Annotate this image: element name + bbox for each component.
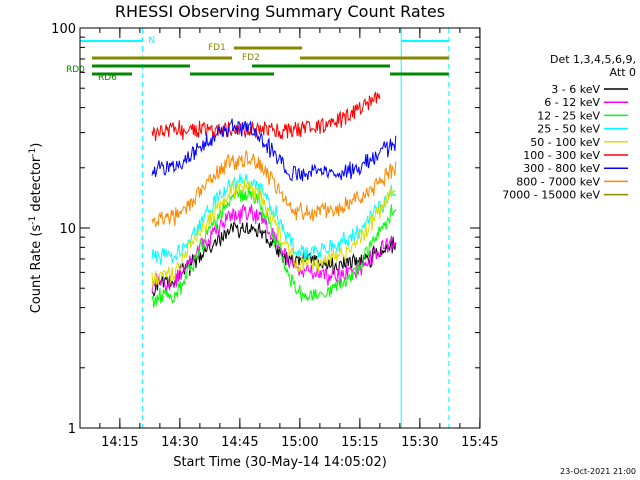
flag-label-fd1: FD1 [208, 43, 226, 53]
legend-label-50-100-kev: 50 - 100 keV [530, 136, 600, 149]
footer-timestamp: 23-Oct-2021 21:00 [560, 467, 636, 476]
legend-label-300-800-kev: 300 - 800 keV [523, 162, 600, 175]
series-line-50-100-kev [151, 179, 397, 289]
series-line-12-25-kev [151, 187, 397, 308]
flag-bars: N FD1 FD2 RD0 RD6 [66, 36, 449, 83]
flag-label-rd6: RD6 [98, 73, 117, 83]
legend-label-100-300-kev: 100 - 300 keV [523, 149, 600, 162]
legend-label-6-12-kev: 6 - 12 keV [544, 96, 600, 109]
legend-label-12-25-kev: 12 - 25 keV [537, 109, 600, 122]
x-tick-label: 14:30 [161, 435, 198, 450]
plot-content [79, 28, 450, 428]
x-tick-label: 14:45 [221, 435, 258, 450]
legend-label-800-7000-kev: 800 - 7000 keV [516, 175, 600, 188]
y-axis-label-main: Count Rate (s [29, 225, 44, 314]
x-axis-label: Start Time (30-May-14 14:05:02) [173, 455, 387, 470]
x-tick-label: 15:15 [341, 435, 378, 450]
flag-label-n: N [148, 36, 155, 46]
y-axis-label-sup-2: -1 [28, 148, 38, 157]
x-tick-label: 15:00 [281, 435, 318, 450]
x-tick-label: 14:15 [101, 435, 138, 450]
chart-title: RHESSI Observing Summary Count Rates [115, 2, 445, 21]
y-tick-label: 100 [51, 22, 76, 37]
flag-label-rd0: RD0 [66, 65, 85, 75]
x-tick-label: 15:30 [401, 435, 438, 450]
legend-header-line: Att 0 [610, 66, 636, 79]
series-line-800-7000-kev [151, 150, 397, 227]
series-line-100-300-kev [151, 91, 381, 141]
y-axis-label-sup: -1 [28, 216, 38, 225]
y-tick-label: 10 [59, 222, 76, 237]
y-axis-label-tail: detector [29, 156, 44, 216]
legend-label-25-50-kev: 25 - 50 keV [537, 123, 600, 136]
y-axis-label: Count Rate (s-1 detector-1) [28, 143, 44, 314]
legend-label-7000-15000-kev: 7000 - 15000 keV [502, 189, 600, 202]
x-tick-label: 15:45 [461, 435, 498, 450]
flag-label-fd2: FD2 [242, 53, 260, 63]
axes: 1 10 100 14:15 14:30 14:45 15:00 15:15 15:30 15:4… [51, 22, 498, 450]
legend-header-line: Det 1,3,4,5,6,9, [550, 53, 636, 66]
y-axis-label-end: ) [29, 143, 44, 148]
y-tick-label: 1 [68, 422, 76, 437]
legend-label-3-6-kev: 3 - 6 keV [551, 83, 600, 96]
series-line-300-800-kev [151, 118, 397, 182]
